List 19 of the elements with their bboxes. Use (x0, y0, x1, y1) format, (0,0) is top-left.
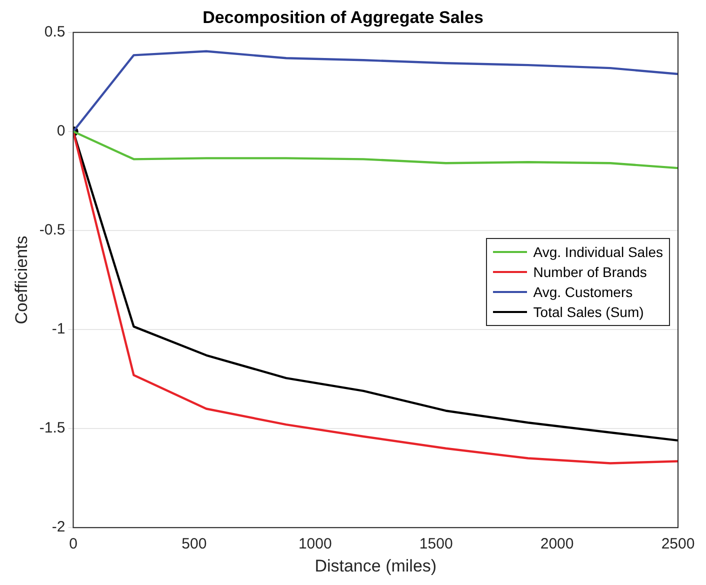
y-tick-label: 0.5 (44, 24, 66, 41)
x-tick-label: 1500 (419, 536, 453, 553)
y-tick-label: -2 (52, 518, 66, 536)
y-tick-label: -0.5 (39, 222, 66, 239)
legend-label: Total Sales (Sum) (533, 304, 644, 320)
x-tick-label: 1000 (298, 536, 332, 553)
x-tick-label: 0 (69, 536, 78, 553)
chart-title: Decomposition of Aggregate Sales (202, 8, 484, 27)
x-tick-label: 2500 (661, 536, 695, 553)
y-tick-label: -1.5 (39, 420, 66, 437)
y-tick-label: -1 (52, 320, 66, 338)
legend-label: Avg. Customers (533, 284, 633, 300)
y-axis-title: Coefficients (12, 236, 31, 324)
y-tick-label: 0 (56, 122, 66, 140)
x-tick-label: 500 (182, 536, 207, 553)
legend-label: Number of Brands (533, 264, 647, 280)
legend-label: Avg. Individual Sales (533, 244, 663, 260)
x-axis-title: Distance (miles) (314, 556, 437, 576)
x-tick-label: 2000 (540, 536, 574, 553)
